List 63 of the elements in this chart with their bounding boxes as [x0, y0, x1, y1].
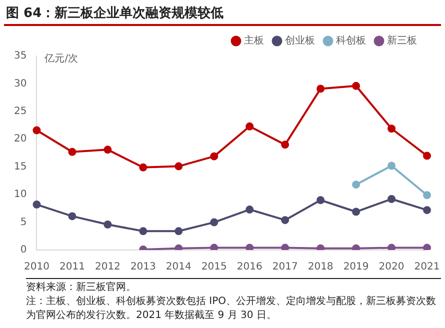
x-tick-label: 2011: [59, 262, 85, 273]
point: [174, 227, 183, 236]
y-tick-label: 5: [20, 216, 27, 228]
point: [246, 244, 254, 250]
point: [281, 244, 290, 250]
point: [316, 84, 325, 93]
point: [174, 244, 183, 250]
y-axis-title: 亿元/次: [44, 54, 78, 65]
point: [210, 152, 218, 160]
y-tick-label: 10: [14, 189, 27, 200]
point: [139, 227, 148, 236]
point: [423, 191, 431, 200]
y-tick-label: 20: [14, 134, 27, 145]
point: [210, 218, 218, 226]
point: [32, 200, 41, 209]
point: [246, 206, 254, 214]
y-tick-label: 0: [20, 244, 27, 256]
text: 资料来源：新三板官网。: [26, 281, 137, 295]
point: [316, 244, 325, 250]
point: [281, 216, 290, 224]
point: [139, 163, 148, 172]
legend-label: 科创板: [336, 34, 366, 47]
point: [423, 244, 431, 250]
point: [68, 148, 76, 156]
point: [281, 140, 290, 149]
x-tick-label: 2015: [201, 262, 227, 273]
legend-label: 新三板: [387, 34, 417, 47]
point: [210, 244, 218, 250]
point: [423, 206, 431, 214]
x-tick-label: 2021: [414, 262, 440, 273]
point: [388, 124, 396, 133]
point: [316, 196, 325, 204]
point: [104, 146, 112, 154]
point: [388, 162, 396, 170]
y-tick-label: 15: [14, 161, 27, 172]
y-tick-label: 30: [14, 78, 27, 90]
point: [352, 208, 360, 216]
x-tick-label: 2017: [272, 262, 298, 273]
legend-label: 创业板: [285, 34, 315, 47]
chart-title: 图 64：新三板企业单次融资规模较低: [6, 4, 224, 22]
point: [104, 220, 112, 229]
x-tick-label: 2012: [94, 262, 120, 273]
point: [174, 162, 183, 170]
x-tick-label: 2018: [308, 262, 334, 273]
y-tick-label: 25: [14, 106, 27, 118]
point: [68, 212, 76, 220]
point: [32, 126, 41, 134]
x-tick-label: 2010: [24, 262, 50, 273]
point: [423, 152, 431, 160]
point: [352, 180, 360, 189]
x-tick-label: 2014: [166, 262, 192, 273]
point: [246, 122, 254, 130]
point: [388, 244, 396, 250]
x-tick-label: 2019: [343, 262, 369, 273]
x-tick-label: 2013: [130, 262, 156, 273]
point: [352, 244, 360, 250]
legend-label: 主板: [244, 34, 264, 47]
x-tick-label: 2016: [236, 262, 262, 273]
point: [352, 82, 360, 90]
point: [388, 195, 396, 204]
text: 注：主板、创业板、科创板募资次数包括 IPO、公开增发、定向增发与配股，新三板募资次数为官网公布的发行次数。2021 年数据截至 9 月 30 日。: [26, 295, 438, 323]
x-tick-label: 2020: [378, 262, 404, 273]
y-tick-label: 35: [14, 50, 27, 62]
